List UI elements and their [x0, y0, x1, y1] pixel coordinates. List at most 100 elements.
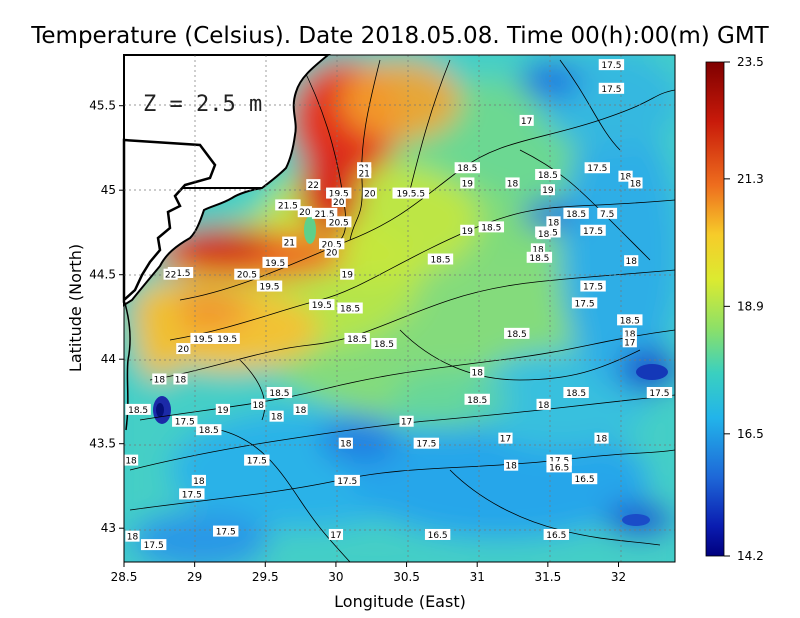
contour-label: 17.5	[646, 387, 673, 399]
contour-label: 18	[251, 398, 266, 411]
contour-label-box	[505, 177, 520, 189]
contour-label-box	[191, 474, 206, 486]
contour-label-box	[234, 268, 260, 280]
contour-label: 17	[328, 528, 344, 541]
contour-label-text: 18.5	[347, 335, 367, 345]
contour-label-text: 21	[284, 239, 295, 249]
y-axis-title: Latitude (North)	[66, 244, 85, 372]
contour-label: 19	[540, 184, 555, 196]
contour-label-text: 22	[308, 181, 319, 191]
contour-label-text: 18.5	[566, 210, 586, 220]
contour-label-text: 18.5	[430, 255, 450, 265]
contour-label-text: 21.5	[278, 201, 298, 211]
contour-label-box	[163, 268, 178, 280]
contour-label-text: 18	[532, 245, 544, 255]
contour-label-text: 18	[127, 533, 139, 543]
contour-label-box	[340, 268, 355, 280]
contour-label-box	[152, 373, 167, 385]
contour-label-text: 20.5	[237, 271, 257, 281]
contour-label-text: 18	[175, 375, 187, 385]
x-axis: 28.5 29 29.5 30 30.5 31 31.5 32	[111, 562, 626, 584]
contour-label-text: 19.5	[329, 190, 349, 200]
contour-label-text: 16.5	[549, 463, 569, 473]
colorbar-tick-label: 23.5	[737, 55, 764, 69]
contour-label: 17.5	[244, 454, 270, 467]
contour-label: 18	[536, 228, 551, 240]
contour-label: 19	[340, 268, 355, 281]
contour-label: 17.5	[571, 297, 598, 309]
contour-label-text: 17	[624, 338, 635, 348]
contour-label-text: 19	[341, 271, 353, 281]
contour-label-box	[594, 432, 609, 444]
contour-label-box	[176, 343, 191, 355]
contour-label: 18.5	[196, 424, 222, 436]
contour-label-text: 20	[364, 190, 376, 200]
shoreline	[122, 138, 217, 303]
contour-label-box	[478, 221, 505, 233]
contour-label: 17.5	[213, 525, 239, 538]
contour-label-text: 18	[471, 369, 483, 379]
contour-label-text: 19.5	[265, 259, 285, 269]
contour-labels: 17.517.51718.517.5212118.518191818221919…	[123, 59, 673, 551]
contour-label-box	[318, 238, 345, 250]
contour-label: 16.5	[571, 473, 598, 485]
contour-label-box	[357, 167, 372, 179]
contour-label-box	[214, 332, 240, 344]
contour-label-box	[571, 297, 598, 309]
contour-label-text: 17.5	[144, 541, 164, 551]
contour-label-box	[571, 473, 598, 485]
contour-label-text: 17	[521, 117, 532, 127]
contour-label: 18.5	[371, 337, 397, 350]
contour-label: 17	[519, 114, 534, 127]
contour-label-box	[504, 327, 530, 339]
colorbar-gradient	[705, 61, 725, 557]
contour-label-text: 19	[462, 227, 474, 237]
y-tick-label: 45	[101, 183, 116, 197]
x-tick-label: 32	[611, 570, 626, 584]
contour-label-text: 17.5	[182, 490, 202, 500]
contour-label-box	[584, 162, 610, 174]
contour-label: 20.5	[318, 238, 345, 250]
contour-label-text: 17	[401, 418, 412, 428]
contour-label-box	[262, 256, 288, 268]
contour-label-text: 18	[507, 179, 519, 189]
contour-label-box	[196, 424, 222, 436]
contour-label-text: 18	[154, 375, 166, 385]
contour-label-text: 18	[538, 230, 550, 240]
colorbar-tick-label: 16.5	[737, 427, 764, 441]
contour-label-text: 19	[217, 406, 229, 416]
contour-label-text: 17.5	[337, 477, 357, 487]
colorbar-tick-label: 18.9	[737, 299, 764, 313]
contour-label: 17.5	[580, 280, 606, 293]
contour-label-text: 18	[630, 179, 642, 189]
contour-label-text: 18	[620, 173, 632, 183]
contour-label: 18.5	[454, 162, 481, 174]
contour-label: 18.5	[563, 207, 589, 220]
contour-label-box	[244, 454, 270, 466]
contour-label-text: 18	[624, 330, 636, 340]
y-tick-label: 43	[101, 521, 116, 535]
contour-label-text: 20	[178, 345, 190, 355]
contour-label-box	[331, 196, 346, 208]
contour-label: 21.5	[275, 199, 301, 211]
contour-label-box	[125, 403, 151, 415]
contour-label-box	[519, 114, 534, 126]
contour-label: 16.5	[424, 528, 451, 541]
contour-label-box	[546, 216, 561, 228]
contour-label-text: 21.5	[170, 269, 190, 279]
contour-label: 18.5	[125, 403, 151, 416]
contour-label: 19	[460, 177, 475, 189]
contour-label: 18.5	[344, 332, 370, 345]
x-tick-label: 29	[187, 570, 202, 584]
contour-label-box	[536, 228, 551, 240]
contour-label-box	[256, 280, 283, 292]
contour-label-box	[167, 267, 194, 279]
contour-label-box	[328, 528, 344, 540]
contour-label-text: 20	[299, 208, 311, 218]
contour-label: 17	[399, 415, 414, 428]
contour-label-box	[324, 246, 339, 258]
contour-label: 18	[536, 398, 551, 411]
colorbar: 23.5 21.3 18.9 16.5 14.2	[705, 55, 764, 563]
contour-label-text: 18.5	[128, 406, 148, 416]
contour-label: 18	[338, 437, 353, 450]
